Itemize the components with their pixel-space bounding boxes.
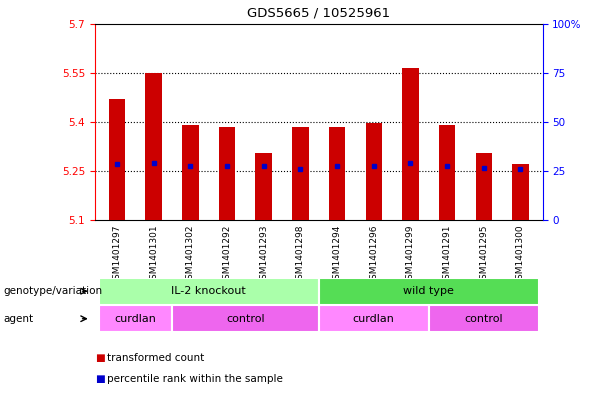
Text: GSM1401300: GSM1401300 <box>516 225 525 285</box>
Text: IL-2 knockout: IL-2 knockout <box>172 286 246 296</box>
Bar <box>329 127 345 220</box>
Bar <box>512 164 529 220</box>
Bar <box>99 278 319 305</box>
Text: GSM1401295: GSM1401295 <box>479 225 489 285</box>
Text: control: control <box>226 314 265 324</box>
Bar <box>402 68 419 220</box>
Bar <box>319 278 539 305</box>
Text: GSM1401297: GSM1401297 <box>113 225 121 285</box>
Text: agent: agent <box>3 314 33 324</box>
Text: control: control <box>465 314 503 324</box>
Text: ■: ■ <box>95 374 105 384</box>
Text: curdlan: curdlan <box>115 314 156 324</box>
Bar <box>476 153 492 220</box>
Bar <box>439 125 455 220</box>
Text: GSM1401296: GSM1401296 <box>369 225 378 285</box>
Text: GSM1401299: GSM1401299 <box>406 225 415 285</box>
Title: GDS5665 / 10525961: GDS5665 / 10525961 <box>247 7 390 20</box>
Text: ■: ■ <box>95 353 105 363</box>
Text: GSM1401291: GSM1401291 <box>443 225 452 285</box>
Bar <box>365 123 382 220</box>
Bar <box>99 305 172 332</box>
Text: GSM1401301: GSM1401301 <box>149 225 158 285</box>
Text: GSM1401302: GSM1401302 <box>186 225 195 285</box>
Bar <box>292 127 309 220</box>
Bar <box>145 73 162 220</box>
Bar <box>182 125 199 220</box>
Bar <box>429 305 539 332</box>
Text: wild type: wild type <box>403 286 454 296</box>
Text: curdlan: curdlan <box>353 314 395 324</box>
Text: genotype/variation: genotype/variation <box>3 286 102 296</box>
Bar <box>172 305 319 332</box>
Text: transformed count: transformed count <box>107 353 205 363</box>
Bar <box>319 305 429 332</box>
Text: GSM1401298: GSM1401298 <box>296 225 305 285</box>
Bar <box>256 153 272 220</box>
Text: GSM1401293: GSM1401293 <box>259 225 268 285</box>
Text: GSM1401292: GSM1401292 <box>223 225 232 285</box>
Text: GSM1401294: GSM1401294 <box>333 225 341 285</box>
Text: percentile rank within the sample: percentile rank within the sample <box>107 374 283 384</box>
Bar <box>219 127 235 220</box>
Bar <box>109 99 125 220</box>
